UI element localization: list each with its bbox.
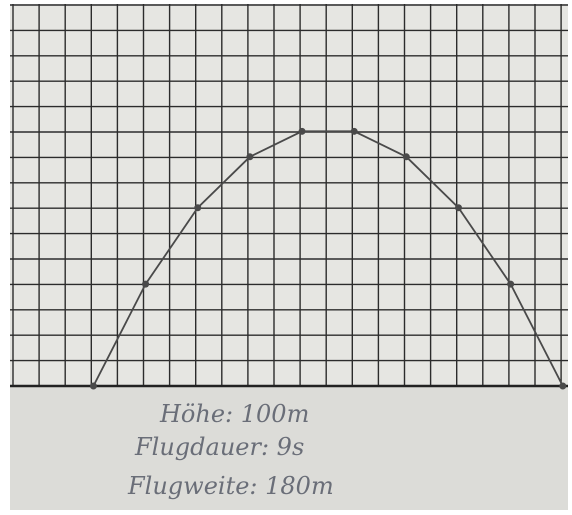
- point: [246, 153, 254, 161]
- note: Höhe: 100m: [159, 400, 309, 428]
- curve: [92, 130, 564, 387]
- point: [454, 204, 462, 212]
- point: [350, 127, 358, 135]
- point: [142, 280, 150, 288]
- point: [402, 153, 410, 161]
- point: [89, 382, 97, 390]
- grid-paper: [10, 4, 568, 386]
- point: [559, 382, 567, 390]
- point: [194, 204, 202, 212]
- note: Flugdauer: 9s: [134, 433, 304, 461]
- note: Flugweite: 180m: [127, 472, 334, 500]
- point: [298, 127, 306, 135]
- point: [507, 280, 515, 288]
- plot: [89, 127, 567, 390]
